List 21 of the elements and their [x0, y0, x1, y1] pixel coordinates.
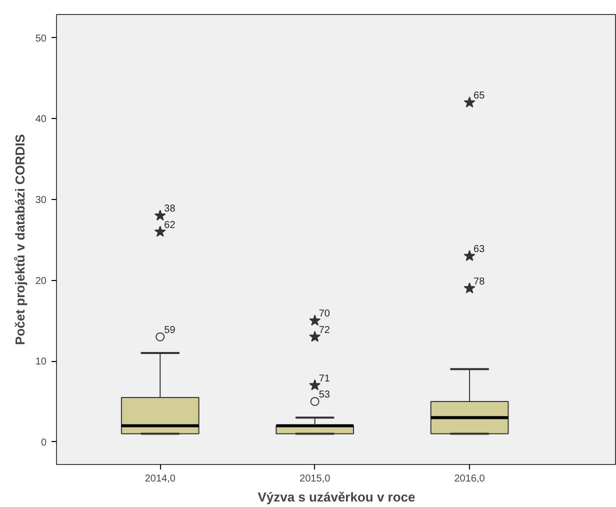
y-tick-label: 40: [35, 114, 47, 126]
annotation: 62: [164, 220, 176, 231]
y-tick-label: 30: [35, 195, 47, 206]
annotation: 63: [474, 244, 486, 256]
y-axis-title: Počet projektů v databázi CORDIS: [12, 134, 28, 345]
x-axis-title: Výzva s uzávěrkou v roce: [258, 490, 416, 504]
y-tick-label: 50: [35, 33, 47, 44]
x-tick-label: 2015,0: [300, 474, 331, 484]
x-tick-label: 2014,0: [144, 474, 176, 484]
annotation: 38: [164, 204, 176, 215]
y-tick-label: 0: [40, 437, 47, 448]
annotation: 71: [318, 373, 330, 384]
y-tick-label: 20: [35, 276, 47, 287]
x-tick-label: 2016,0: [454, 474, 486, 484]
annotation: 53: [318, 389, 330, 400]
annotation: 70: [318, 308, 330, 320]
annotation: 72: [318, 324, 330, 336]
annotation: 65: [474, 90, 486, 102]
annotation: 78: [474, 276, 486, 288]
annotation: 59: [164, 324, 176, 336]
y-tick-label: 10: [35, 356, 47, 368]
